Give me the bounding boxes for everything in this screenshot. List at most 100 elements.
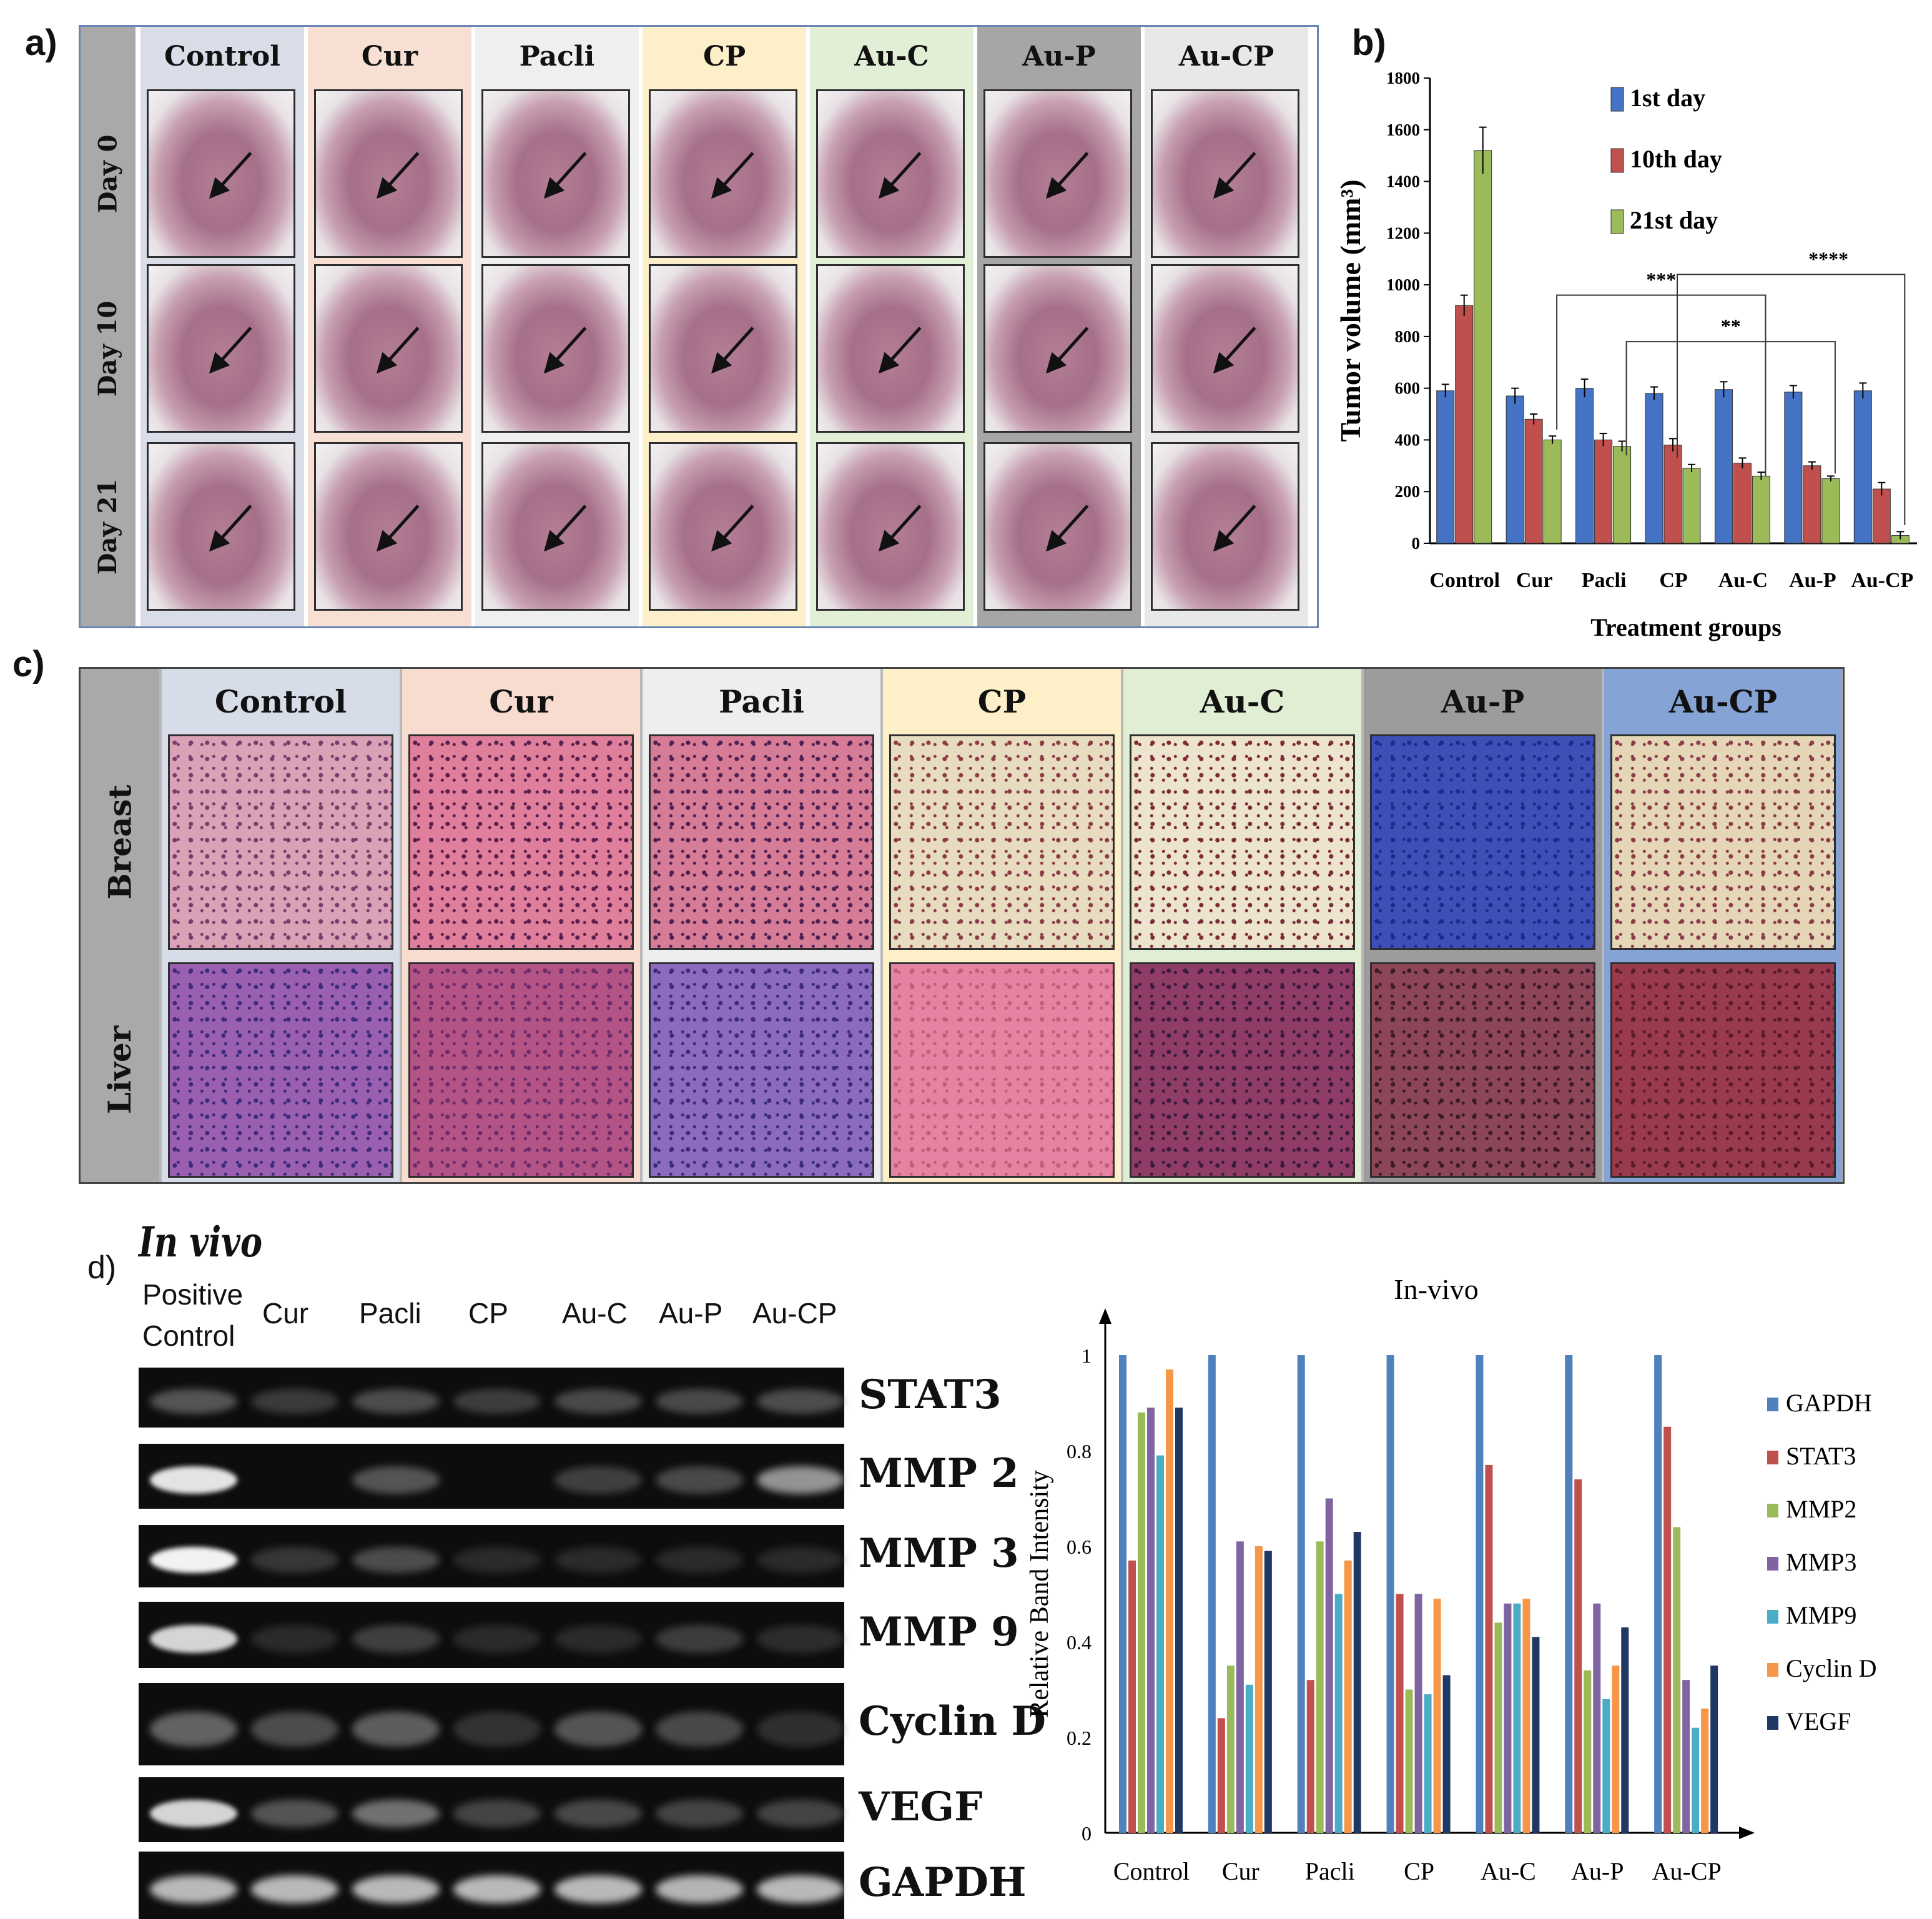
gel-band bbox=[656, 1712, 743, 1747]
bar bbox=[1442, 1675, 1451, 1833]
gel-band bbox=[150, 1547, 237, 1573]
tumor-volume-chart: 0 200 400 600 800 1000 1200 1400 1600 1800 Tumor v… bbox=[1334, 69, 1917, 641]
bar bbox=[1306, 1680, 1314, 1833]
tissue-row-label: Liver bbox=[81, 962, 159, 1178]
y-tick-label: 1 bbox=[1082, 1344, 1092, 1367]
gel-band bbox=[251, 1388, 338, 1414]
mouse-photo bbox=[147, 442, 295, 611]
mouse-photo bbox=[816, 89, 965, 258]
day-label: Day 10 bbox=[93, 300, 123, 397]
panel-a-label: a) bbox=[25, 22, 57, 63]
gel-band bbox=[251, 1547, 338, 1573]
gel-band bbox=[352, 1466, 440, 1494]
x-axis-label: Treatment groups bbox=[1590, 613, 1782, 641]
day-row-label: Day 10 bbox=[81, 264, 136, 433]
y-tick-label: 1400 bbox=[1386, 172, 1420, 191]
mouse-photo bbox=[481, 442, 630, 611]
bar bbox=[1175, 1408, 1183, 1833]
bar bbox=[1254, 1546, 1263, 1833]
x-tick-label: Au-P bbox=[1789, 569, 1836, 592]
bar bbox=[1565, 1355, 1573, 1833]
group-header: Pacli bbox=[519, 41, 595, 72]
gene-label: VEGF bbox=[859, 1783, 983, 1830]
gel-band bbox=[757, 1466, 844, 1494]
bar bbox=[1584, 1670, 1592, 1833]
legend-label: Cyclin D bbox=[1786, 1654, 1877, 1682]
panel-a-photo-grid: Day 0 Day 10 Day 21 Control Cur Pacli CP Au-C Au… bbox=[79, 25, 1319, 628]
legend-swatch bbox=[1767, 1663, 1778, 1677]
legend-label: MMP3 bbox=[1786, 1548, 1856, 1576]
bar bbox=[1414, 1594, 1422, 1833]
bar bbox=[1663, 1426, 1672, 1833]
gel-band bbox=[150, 1466, 237, 1494]
bar bbox=[1714, 389, 1733, 544]
gene-label: STAT3 bbox=[859, 1371, 1002, 1418]
histology-image bbox=[1370, 962, 1595, 1178]
panel-d-label: d) bbox=[87, 1250, 117, 1286]
bar bbox=[1682, 468, 1701, 544]
arrow-icon bbox=[545, 152, 587, 199]
day-row-label: Day 0 bbox=[81, 89, 136, 258]
bar bbox=[1692, 1727, 1700, 1833]
arrow-icon bbox=[879, 505, 922, 551]
bar bbox=[1522, 1599, 1530, 1833]
gel-title: In vivo bbox=[139, 1218, 263, 1266]
lane-label: Au-C bbox=[562, 1297, 628, 1329]
bar bbox=[1504, 1603, 1512, 1833]
tissue-row-label: Breast bbox=[81, 734, 159, 950]
histology-image bbox=[1610, 734, 1836, 950]
lane-label: Pacli bbox=[359, 1297, 421, 1329]
y-axis-label: Relative Band Intensity bbox=[1025, 1470, 1054, 1718]
gel-band bbox=[554, 1712, 642, 1747]
mouse-photo bbox=[147, 264, 295, 433]
gel-band bbox=[656, 1875, 743, 1904]
y-tick-label: 1800 bbox=[1386, 69, 1420, 87]
mouse-photo bbox=[816, 442, 965, 611]
legend-swatch bbox=[1767, 1557, 1778, 1571]
gel-band bbox=[656, 1466, 743, 1494]
mouse-photo bbox=[481, 264, 630, 433]
panel-b-label: b) bbox=[1352, 22, 1386, 63]
x-tick-label: Au-CP bbox=[1652, 1857, 1722, 1885]
bar bbox=[1506, 395, 1524, 544]
bar bbox=[1236, 1541, 1244, 1833]
significance-bracket bbox=[1677, 274, 1906, 526]
mouse-photo bbox=[147, 89, 295, 258]
group-header: Control bbox=[164, 41, 280, 72]
gel-band bbox=[656, 1388, 743, 1414]
mouse-photo bbox=[983, 89, 1132, 258]
bar bbox=[1264, 1551, 1272, 1833]
mouse-photo bbox=[816, 264, 965, 433]
lane-label: Au-P bbox=[659, 1297, 723, 1329]
gel-band bbox=[757, 1388, 844, 1414]
histology-image bbox=[649, 734, 874, 950]
gel-band bbox=[453, 1625, 541, 1653]
x-tick-label: Pacli bbox=[1582, 569, 1627, 592]
bar bbox=[1344, 1560, 1352, 1833]
day-label: Day 0 bbox=[93, 134, 123, 213]
gel-band bbox=[757, 1800, 844, 1828]
arrow-icon bbox=[1214, 327, 1256, 373]
group-header: Au-P bbox=[1022, 41, 1096, 72]
bar bbox=[1474, 150, 1492, 544]
y-tick-label: 400 bbox=[1395, 430, 1421, 449]
tissue-label-strip bbox=[81, 669, 159, 1182]
arrow-icon bbox=[210, 152, 252, 199]
bar bbox=[1494, 1622, 1502, 1833]
arrow-icon bbox=[1047, 152, 1089, 199]
panel-c-histology-grid: Breast Liver Control Cur Pacli CP Au-C Au-P Au-C… bbox=[79, 667, 1845, 1184]
gel-row bbox=[139, 1683, 844, 1765]
gel-row bbox=[139, 1444, 844, 1509]
x-tick-label: Au-C bbox=[1481, 1857, 1536, 1885]
group-header: Au-C bbox=[1200, 683, 1285, 720]
gene-label: Cyclin D bbox=[859, 1698, 1047, 1745]
gel-band bbox=[150, 1800, 237, 1828]
bar bbox=[1821, 478, 1840, 544]
gel-band bbox=[757, 1547, 844, 1573]
bar bbox=[1673, 1527, 1681, 1833]
arrow-icon bbox=[712, 152, 754, 199]
gel-band bbox=[251, 1625, 338, 1653]
legend-label: MMP9 bbox=[1786, 1601, 1856, 1629]
band-intensity-chart: In-vivo 0 0.2 0.4 0.6 0.8 1 Relative Band Inten… bbox=[1025, 1273, 1877, 1885]
x-tick-label: Cur bbox=[1222, 1857, 1259, 1885]
